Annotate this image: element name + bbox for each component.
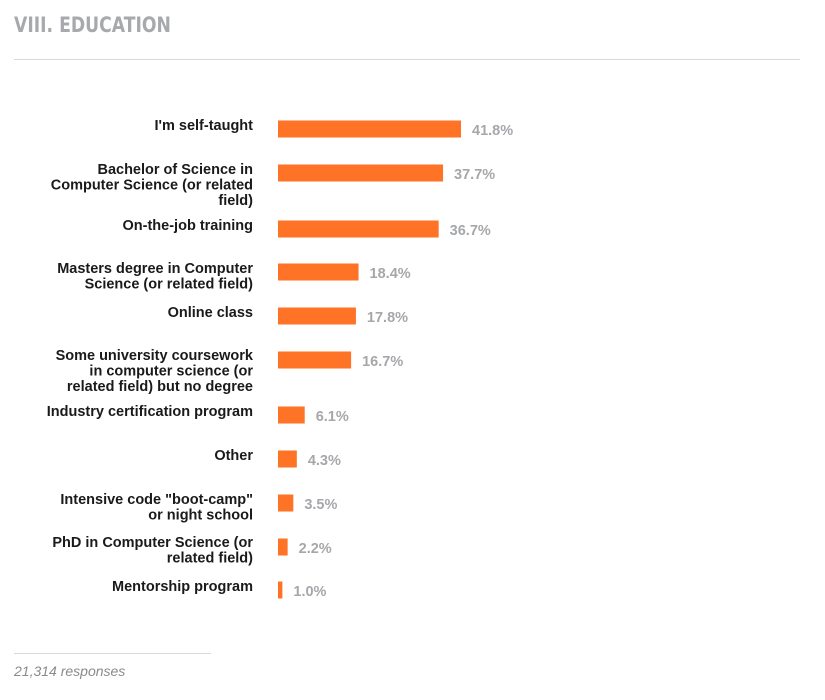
bar-row: PhD in Computer Science (or related field… xyxy=(52,535,331,567)
value-label: 37.7% xyxy=(454,167,495,183)
category-label: Other xyxy=(214,448,253,464)
bar xyxy=(278,120,461,138)
bar xyxy=(278,450,297,468)
bar xyxy=(278,538,288,556)
bar xyxy=(278,220,439,238)
bar-row: Other 4.3% xyxy=(214,448,341,469)
bar xyxy=(278,406,305,424)
bar-row: Industry certification program 6.1% xyxy=(47,404,349,425)
bar xyxy=(278,494,294,512)
bar xyxy=(278,581,283,599)
section-title: VIII. EDUCATION xyxy=(14,13,171,37)
bar xyxy=(278,351,352,369)
bar xyxy=(278,164,444,182)
bar xyxy=(278,307,356,325)
value-label: 1.0% xyxy=(293,584,326,600)
category-label: On-the-job training xyxy=(123,218,253,234)
value-label: 16.7% xyxy=(362,354,403,370)
category-label: I'm self-taught xyxy=(154,118,253,134)
category-label: Bachelor of Science in Computer Science (… xyxy=(51,162,253,209)
category-label: Industry certification program xyxy=(47,404,253,420)
bar-row: Mentorship program 1.0% xyxy=(112,579,327,600)
value-label: 36.7% xyxy=(450,223,491,239)
bar-row: Online class 17.8% xyxy=(168,305,409,326)
bar-row: Some university coursework in computer sc… xyxy=(56,348,404,395)
category-label: Mentorship program xyxy=(112,579,253,595)
value-label: 6.1% xyxy=(316,409,349,425)
bar-row: I'm self-taught 41.8% xyxy=(154,118,513,139)
value-label: 3.5% xyxy=(304,497,337,513)
bar-row: Masters degree in Computer Science (or re… xyxy=(57,261,411,293)
footer-divider xyxy=(14,653,211,654)
value-label: 18.4% xyxy=(370,266,411,282)
value-label: 17.8% xyxy=(367,310,408,326)
category-label: Online class xyxy=(168,305,253,321)
category-label: Intensive code "boot-camp" or night schoo… xyxy=(60,492,253,524)
title-divider xyxy=(14,59,800,60)
bar xyxy=(278,263,359,281)
bar-row: Bachelor of Science in Computer Science (… xyxy=(51,162,496,209)
value-label: 41.8% xyxy=(472,123,513,139)
bar-row: On-the-job training 36.7% xyxy=(123,218,491,239)
category-label: PhD in Computer Science (or related field… xyxy=(52,535,253,567)
response-count: 21,314 responses xyxy=(14,663,126,679)
value-label: 4.3% xyxy=(308,453,341,469)
category-label: Some university coursework in computer sc… xyxy=(56,348,254,395)
bar-row: Intensive code "boot-camp" or night schoo… xyxy=(60,492,337,524)
value-label: 2.2% xyxy=(299,541,332,557)
category-label: Masters degree in Computer Science (or re… xyxy=(57,261,253,293)
